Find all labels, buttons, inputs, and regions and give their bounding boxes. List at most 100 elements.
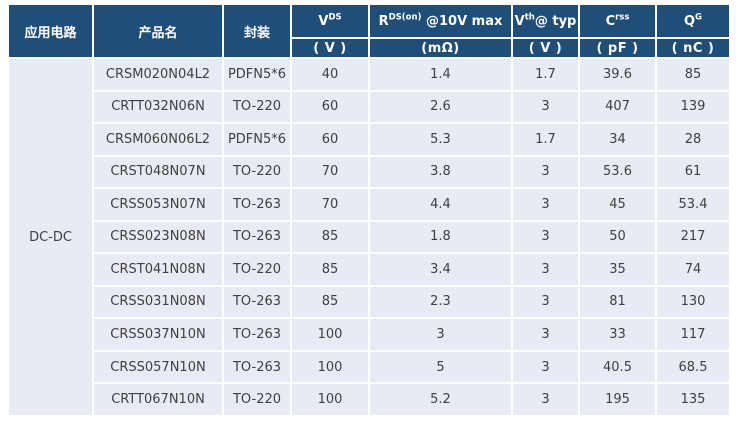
rdson-value-cell: 5.2 [368, 382, 513, 417]
table-row: CRST048N07N TO-220 70 3.8 3 53.6 61 [8, 154, 731, 190]
vds-value-cell: 70 [290, 187, 370, 222]
qg-value-cell: 139 [655, 89, 731, 125]
rdson-value-cell: 3 [368, 317, 513, 352]
qg-value-cell: 135 [655, 382, 731, 417]
qg-value-cell: 61 [655, 154, 731, 190]
table-row: CRSS031N08N TO-263 85 2.3 3 81 130 [8, 284, 731, 320]
header-vth-unit: ( V ) [511, 37, 580, 59]
vth-value-cell: 3 [511, 382, 580, 417]
qg-value-cell: 53.4 [655, 187, 731, 222]
qg-symbol: Q [683, 13, 696, 29]
vds-subscript: DS [328, 12, 342, 23]
rdson-value-cell: 3.8 [368, 154, 513, 190]
vth-value-cell: 1.7 [511, 57, 580, 92]
table-body: DC-DC CRSM020N04L2 PDFN5*6 40 1.4 1.7 39.6 85 CR… [7, 57, 731, 417]
package-cell: TO-263 [222, 284, 292, 320]
header-application-circuit: 应用电路 [7, 3, 94, 59]
crss-value-cell: 39.6 [578, 57, 657, 92]
qg-value-cell: 117 [655, 317, 731, 352]
vth-value-cell: 3 [511, 154, 580, 190]
header-row-units: ( V ) (mΩ) ( V ) ( pF ) ( nC ) [8, 37, 731, 59]
product-name-cell: CRSS057N10N [92, 349, 224, 385]
crss-value-cell: 33 [578, 317, 657, 352]
vth-symbol: V [514, 13, 525, 29]
rdson-value-cell: 5 [368, 349, 513, 385]
vth-value-cell: 3 [511, 284, 580, 320]
product-name-cell: CRTT032N06N [92, 89, 224, 125]
package-cell: TO-263 [222, 219, 292, 255]
vds-value-cell: 70 [290, 154, 370, 190]
crss-value-cell: 53.6 [578, 154, 657, 190]
vds-value-cell: 85 [290, 284, 370, 320]
vds-symbol: V [318, 13, 329, 29]
rdson-symbol: R [378, 13, 389, 29]
package-cell: TO-220 [222, 89, 292, 125]
crss-value-cell: 40.5 [578, 349, 657, 385]
crss-value-cell: 407 [578, 89, 657, 125]
package-cell: TO-263 [222, 317, 292, 352]
qg-subscript: G [695, 12, 703, 23]
rdson-value-cell: 2.6 [368, 89, 513, 125]
product-name-cell: CRTT067N10N [92, 382, 224, 417]
vth-value-cell: 1.7 [511, 122, 580, 157]
qg-value-cell: 28 [655, 122, 731, 157]
product-name-cell: CRSS053N07N [92, 187, 224, 222]
crss-subscript: rss [615, 12, 630, 23]
rdson-value-cell: 1.4 [368, 57, 513, 92]
header-package: 封装 [222, 3, 292, 59]
product-name-cell: CRST048N07N [92, 154, 224, 190]
vth-value-cell: 3 [511, 252, 580, 287]
package-cell: PDFN5*6 [222, 122, 292, 157]
vth-value-cell: 3 [511, 219, 580, 255]
package-cell: PDFN5*6 [222, 57, 292, 92]
qg-value-cell: 217 [655, 219, 731, 255]
qg-value-cell: 68.5 [655, 349, 731, 385]
vds-value-cell: 40 [290, 57, 370, 92]
table-row: CRTT032N06N TO-220 60 2.6 3 407 139 [8, 89, 731, 125]
table-row: CRTT067N10N TO-220 100 5.2 3 195 135 [8, 382, 731, 417]
rdson-value-cell: 1.8 [368, 219, 513, 255]
table-row: CRST041N08N TO-220 85 3.4 3 35 74 [8, 252, 731, 287]
vth-subscript: th [524, 12, 535, 23]
rdson-suffix: @10V max [421, 13, 503, 29]
package-cell: TO-263 [222, 349, 292, 385]
table-row: CRSS053N07N TO-263 70 4.4 3 45 53.4 [8, 187, 731, 222]
vth-value-cell: 3 [511, 89, 580, 125]
crss-value-cell: 35 [578, 252, 657, 287]
package-cell: TO-220 [222, 252, 292, 287]
vds-value-cell: 85 [290, 219, 370, 255]
qg-value-cell: 74 [655, 252, 731, 287]
vds-value-cell: 60 [290, 122, 370, 157]
vth-value-cell: 3 [511, 187, 580, 222]
table-row: DC-DC CRSM020N04L2 PDFN5*6 40 1.4 1.7 39.6 85 [7, 57, 731, 417]
qg-value-cell: 130 [655, 284, 731, 320]
vth-value-cell: 3 [511, 317, 580, 352]
package-cell: TO-220 [222, 382, 292, 417]
table-row: CRSM060N06L2 PDFN5*6 60 5.3 1.7 34 28 [8, 122, 731, 157]
crss-value-cell: 34 [578, 122, 657, 157]
package-cell: TO-220 [222, 154, 292, 190]
header-product-name: 产品名 [92, 3, 224, 59]
crss-value-cell: 45 [578, 187, 657, 222]
product-spec-table: 应用电路 产品名 封装 VDS RDS(on) @10V max Vth@ ty… [7, 3, 731, 417]
package-cell: TO-263 [222, 187, 292, 222]
product-name-cell: CRSS031N08N [92, 284, 224, 320]
rdson-value-cell: 4.4 [368, 187, 513, 222]
table-header: 应用电路 产品名 封装 VDS RDS(on) @10V max Vth@ ty… [7, 3, 731, 59]
rdson-value-cell: 3.4 [368, 252, 513, 287]
rdson-value-cell: 2.3 [368, 284, 513, 320]
vth-suffix: @ typ [534, 13, 577, 29]
product-name-cell: CRSS037N10N [92, 317, 224, 352]
header-qg-unit: ( nC ) [655, 37, 731, 59]
vth-value-cell: 3 [511, 349, 580, 385]
rdson-value-cell: 5.3 [368, 122, 513, 157]
table-row: CRSS057N10N TO-263 100 5 3 40.5 68.5 [8, 349, 731, 385]
vds-value-cell: 85 [290, 252, 370, 287]
vds-value-cell: 60 [290, 89, 370, 125]
product-name-cell: CRSS023N08N [92, 219, 224, 255]
header-vds-unit: ( V ) [290, 37, 370, 59]
crss-value-cell: 195 [578, 382, 657, 417]
header-rdson: RDS(on) @10V max [368, 3, 513, 39]
product-name-cell: CRST041N08N [92, 252, 224, 287]
table-row: CRSS037N10N TO-263 100 3 3 33 117 [8, 317, 731, 352]
